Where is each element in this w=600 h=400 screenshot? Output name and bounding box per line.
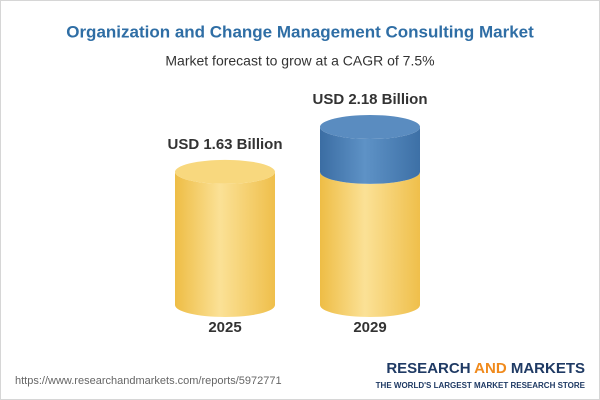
brand-word: MARKETS [511,360,585,377]
cylinder-body [319,127,420,184]
chart-title: Organization and Change Management Consu… [66,22,534,41]
brand-word: AND [474,360,507,377]
category-label: 2029 [353,319,386,336]
cylinder-body [320,171,420,317]
tagline: THE WORLD'S LARGEST MARKET RESEARCH STOR… [376,381,586,390]
brand: RESEARCH AND MARKETS [386,360,585,377]
chart-subtitle: Market forecast to grow at a CAGR of 7.5… [165,53,434,69]
value-label: USD 2.18 Billion [312,91,427,108]
cylinder-top [320,115,420,139]
cylinder-body [175,171,275,317]
source-url: https://www.researchandmarkets.com/repor… [15,375,282,387]
value-label: USD 1.63 Billion [167,136,282,153]
category-label: 2025 [208,319,241,336]
brand-word: RESEARCH [386,360,470,377]
cylinder-top [175,159,275,184]
